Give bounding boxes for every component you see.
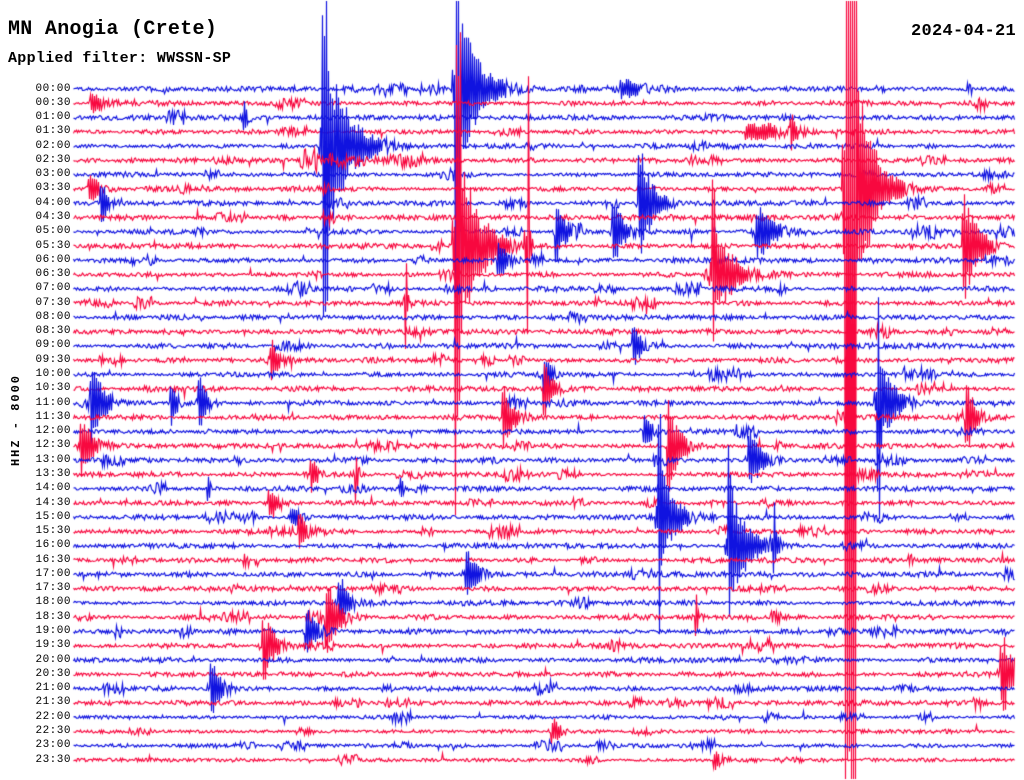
row-label: 12:00	[35, 425, 71, 438]
row-label: 09:00	[35, 339, 71, 352]
row-label: 23:00	[35, 739, 71, 752]
row-label: 16:00	[35, 539, 71, 552]
row-label: 01:00	[35, 111, 71, 124]
row-label: 22:00	[35, 710, 71, 723]
row-label: 06:00	[35, 253, 71, 266]
row-label: 10:30	[35, 382, 71, 395]
row-label: 12:30	[35, 439, 71, 452]
station-title: MN Anogia (Crete)	[8, 18, 218, 41]
row-label: 15:00	[35, 510, 71, 523]
row-label: 17:00	[35, 567, 71, 580]
row-label: 19:00	[35, 625, 71, 637]
row-label: 21:30	[35, 696, 71, 709]
row-label: 18:00	[35, 596, 71, 609]
row-label: 08:30	[35, 325, 71, 338]
row-label: 16:30	[35, 553, 71, 566]
row-label: 09:30	[35, 353, 71, 366]
row-label: 03:30	[35, 182, 71, 195]
row-label: 21:00	[35, 682, 71, 695]
row-label: 07:30	[35, 296, 71, 309]
row-label: 18:30	[35, 610, 71, 623]
row-label: 23:30	[35, 753, 71, 766]
row-label: 01:30	[35, 125, 71, 138]
row-label: 14:30	[35, 496, 71, 509]
row-label: 00:00	[35, 82, 71, 95]
row-label: 22:30	[35, 724, 71, 737]
row-label: 11:30	[35, 410, 71, 423]
row-label: 19:30	[35, 639, 71, 652]
row-label: 05:30	[35, 239, 71, 252]
row-label: 05:00	[35, 225, 71, 238]
row-label: 13:30	[35, 467, 71, 480]
row-label: 15:30	[35, 525, 71, 538]
row-label: 04:00	[35, 196, 71, 209]
row-label: 06:30	[35, 268, 71, 281]
row-label: 17:30	[35, 582, 71, 595]
filter-label: Applied filter: WWSSN-SP	[8, 50, 232, 67]
row-label: 10:00	[35, 368, 71, 381]
row-label: 03:00	[35, 168, 71, 181]
row-label: 11:00	[35, 396, 71, 409]
row-label: 14:00	[35, 482, 71, 495]
row-label: 04:30	[35, 210, 71, 223]
row-label: 00:30	[35, 96, 71, 109]
row-label: 20:00	[35, 653, 71, 666]
row-label: 13:00	[35, 453, 71, 466]
row-label: 07:00	[35, 282, 71, 295]
date-label: 2024-04-21	[910, 22, 1016, 41]
row-label: 20:30	[35, 667, 71, 680]
row-label: 02:00	[35, 139, 71, 152]
row-label: 02:30	[35, 153, 71, 166]
row-label: 08:00	[35, 310, 71, 323]
